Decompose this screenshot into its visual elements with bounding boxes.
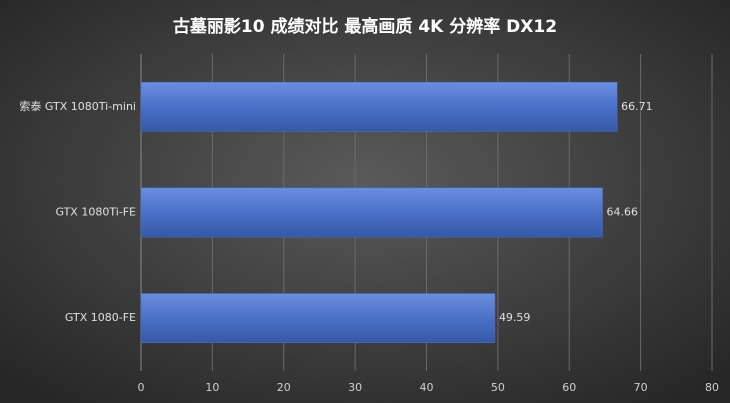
value-label: 49.59 [499, 311, 530, 324]
chart-title: 古墓丽影10 成绩对比 最高画质 4K 分辨率 DX12 [173, 16, 557, 37]
y-tick-label: 索泰 GTX 1080Ti-mini [19, 99, 136, 113]
bar [140, 81, 618, 132]
value-label: 66.71 [621, 100, 653, 113]
x-tick-label: 80 [705, 381, 719, 394]
x-tick-label: 50 [491, 381, 505, 394]
y-tick-label: GTX 1080-FE [65, 311, 136, 324]
x-tick-label: 40 [420, 381, 434, 394]
x-tick-label: 60 [562, 381, 576, 394]
bar [140, 293, 496, 344]
bar [140, 187, 603, 238]
value-label: 64.66 [607, 206, 639, 219]
y-tick-label: GTX 1080Ti-FE [55, 206, 136, 219]
x-tick-label: 30 [348, 381, 362, 394]
x-tick-label: 70 [634, 381, 648, 394]
x-tick-label: 10 [205, 381, 219, 394]
x-tick-label: 20 [277, 381, 291, 394]
x-tick-label: 0 [138, 381, 145, 394]
